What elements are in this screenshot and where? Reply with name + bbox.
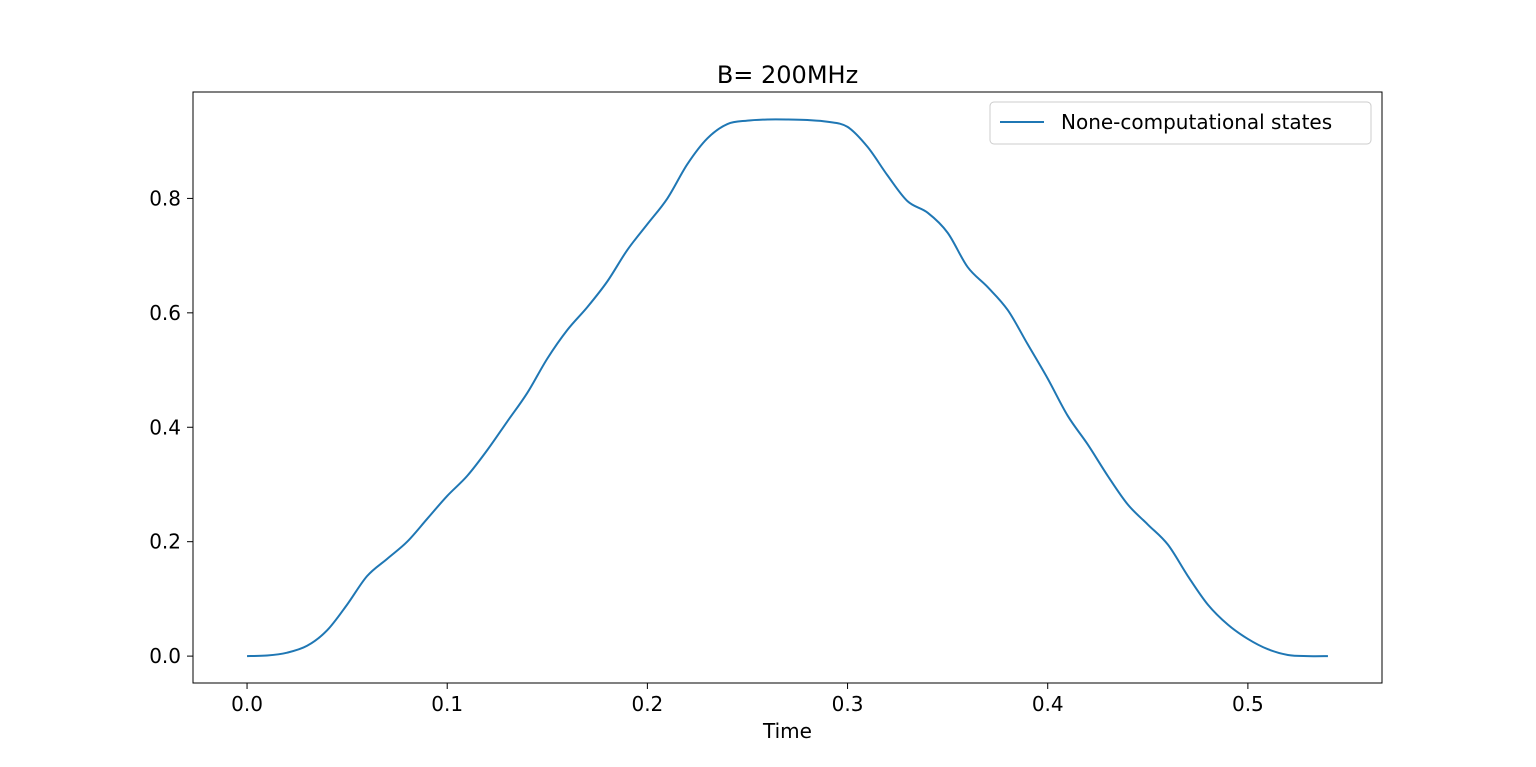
x-tick-label: 0.3 [832,692,864,716]
x-axis-ticks: 0.0 0.1 0.2 0.3 0.4 0.5 [231,683,1264,716]
x-tick-label: 0.0 [231,692,263,716]
y-tick-label: 0.8 [149,186,181,210]
x-axis-label: Time [762,719,812,743]
x-tick-label: 0.1 [431,692,463,716]
plot-area [193,92,1382,683]
chart-title: B= 200MHz [717,61,858,89]
y-axis-ticks: 0.0 0.2 0.4 0.6 0.8 [149,186,193,668]
legend: None-computational states [989,101,1372,145]
x-tick-label: 0.5 [1232,692,1264,716]
y-tick-label: 0.0 [149,644,181,668]
plot-frame [192,91,1383,684]
series-layer [247,118,1328,658]
y-tick-label: 0.4 [149,415,181,439]
legend-box [989,101,1372,145]
series-line-0 [247,118,1328,658]
x-tick-label: 0.2 [631,692,663,716]
y-tick-label: 0.2 [149,530,181,554]
legend-entry-label: None-computational states [1061,110,1332,134]
y-tick-label: 0.6 [149,301,181,325]
x-tick-label: 0.4 [1032,692,1064,716]
